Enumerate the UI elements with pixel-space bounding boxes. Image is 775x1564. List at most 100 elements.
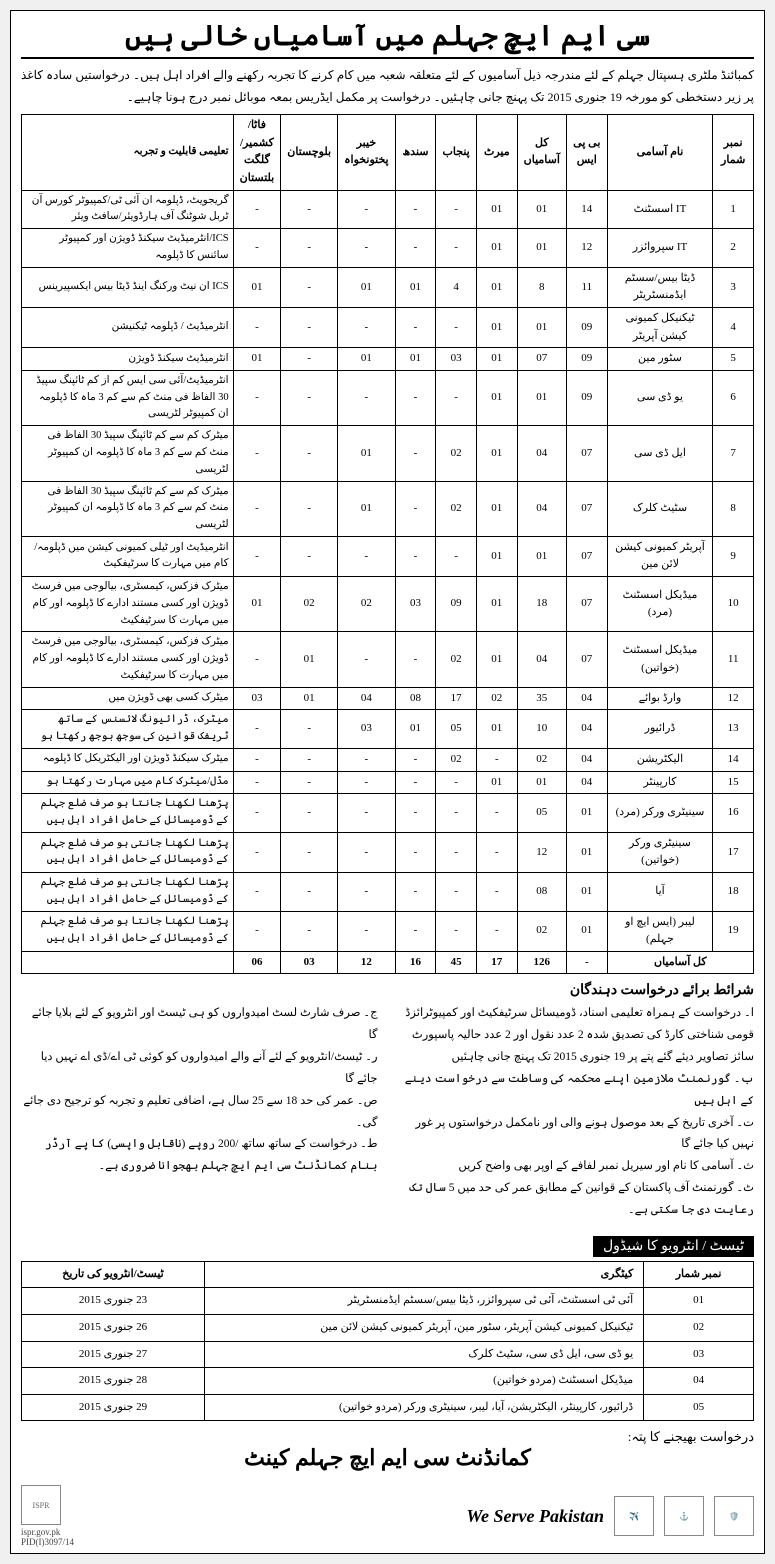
jobs-cell: -: [233, 911, 281, 951]
jobs-cell: -: [395, 749, 436, 772]
jobs-cell: 04: [338, 687, 396, 710]
address-block: درخواست بھیجنے کا پتہ: کمانڈنٹ سی ایم ای…: [21, 1429, 754, 1471]
jobs-cell: 7: [713, 426, 754, 481]
jobs-cell: 02: [436, 632, 477, 687]
sched-th: نمبر شمار: [644, 1261, 754, 1288]
jobs-cell: انٹرمیڈیٹ سیکنڈ ڈویژن: [22, 348, 234, 371]
jobs-th: بی پی ایس: [566, 115, 607, 190]
army-logo-icon: 🛡️: [714, 1496, 754, 1536]
jobs-cell: 01: [476, 370, 517, 425]
pid-number: PID(I)3097/14: [21, 1537, 74, 1547]
jobs-cell: -: [233, 794, 281, 833]
jobs-cell: -: [476, 832, 517, 872]
jobs-th: پنجاب: [436, 115, 477, 190]
jobs-row: 17سینیٹری ورکر (خواتین)0112------پڑھنا ل…: [22, 832, 754, 872]
jobs-cell: 12: [713, 687, 754, 710]
jobs-th: فاٹا/کشمیر/گلگت بلتستان: [233, 115, 281, 190]
jobs-cell: میٹرک سیکنڈ ڈویژن اور الیکٹریکل کا ڈپلوم…: [22, 749, 234, 772]
jobs-th: کل آسامیاں: [517, 115, 566, 190]
jobs-cell: -: [281, 536, 338, 576]
jobs-cell: 9: [713, 536, 754, 576]
jobs-cell: -: [436, 370, 477, 425]
jobs-cell: -: [436, 536, 477, 576]
jobs-cell: -: [436, 873, 477, 912]
jobs-row: 14الیکٹریشن0402-02----میٹرک سیکنڈ ڈویژن …: [22, 749, 754, 772]
footer-right: ISPR ispr.gov.pk PID(I)3097/14: [21, 1485, 74, 1547]
schedule-table: نمبر شمارکیٹگریٹیسٹ/انٹرویو کی تاریخ 01آ…: [21, 1261, 754, 1422]
jobs-cell: 03: [233, 687, 281, 710]
jobs-cell: 01: [517, 771, 566, 794]
jobs-cell: -: [233, 710, 281, 749]
jobs-cell: 01: [517, 370, 566, 425]
jobs-cell: ایل ڈی سی: [607, 426, 713, 481]
jobs-cell: -: [395, 229, 436, 268]
jobs-cell: 18: [713, 873, 754, 912]
jobs-cell: -: [395, 832, 436, 872]
term-item: ص۔ عمر کی حد 18 سے 25 سال ہے، اضافی تعلی…: [21, 1091, 378, 1135]
jobs-header-row: نمبر شمارنام آسامیبی پی ایسکل آسامیاںمیر…: [22, 115, 754, 190]
jobs-row: 18آیا0108------پڑھنا لکھنا جانتی ہو صرف …: [22, 873, 754, 912]
terms-block: ا۔ درخواست کے ہمراہ تعلیمی اسناد، ڈومیسا…: [21, 1003, 754, 1221]
jobs-cell: -: [395, 426, 436, 481]
address-label: درخواست بھیجنے کا پتہ:: [21, 1429, 754, 1445]
jobs-cell: -: [233, 307, 281, 347]
jobs-cell: میڈیکل اسسٹنٹ (مرد): [607, 577, 713, 632]
sched-cell: 27 جنوری 2015: [22, 1341, 205, 1368]
jobs-cell: 01: [517, 190, 566, 229]
jobs-row: 8سٹیٹ کلرک07040102-01--میٹرک کم سے کم ٹا…: [22, 481, 754, 536]
jobs-cell: 01: [233, 577, 281, 632]
jobs-cell: 16: [713, 794, 754, 833]
sched-th: کیٹگری: [205, 1261, 644, 1288]
jobs-cell: -: [395, 873, 436, 912]
jobs-cell: -: [281, 911, 338, 951]
jobs-cell: 01: [476, 771, 517, 794]
jobs-cell: -: [436, 190, 477, 229]
term-item: ج۔ صرف شارٹ لسٹ امیدواروں کو ہی ٹیسٹ اور…: [21, 1003, 378, 1047]
jobs-cell: سینیٹری ورکر (مرد): [607, 794, 713, 833]
jobs-cell: -: [281, 794, 338, 833]
jobs-cell: ICS ان نیٹ ورکنگ اینڈ ڈیٹا بیس ایکسپیرین…: [22, 267, 234, 307]
jobs-cell: 11: [566, 267, 607, 307]
jobs-cell: -: [338, 370, 396, 425]
jobs-cell: IT سپروائزر: [607, 229, 713, 268]
term-item: ب۔ گورنمنٹ ملازمین اپنے محکمہ کی وساطت س…: [398, 1069, 755, 1113]
jobs-cell: سٹیٹ کلرک: [607, 481, 713, 536]
jobs-row: 9آپریٹر کمیونی کیشن لائن مین070101-----ا…: [22, 536, 754, 576]
jobs-cell: -: [476, 873, 517, 912]
sched-row: 03یو ڈی سی، ایل ڈی سی، سٹیٹ کلرک27 جنوری…: [22, 1341, 754, 1368]
jobs-cell: 8: [713, 481, 754, 536]
schedule-header-row: نمبر شمارکیٹگریٹیسٹ/انٹرویو کی تاریخ: [22, 1261, 754, 1288]
total-cell: 06: [233, 951, 281, 974]
jobs-cell: -: [395, 911, 436, 951]
jobs-cell: 03: [338, 710, 396, 749]
jobs-cell: 04: [517, 426, 566, 481]
total-cell: 12: [338, 951, 396, 974]
jobs-row: 16سینیٹری ورکر (مرد)0105------پڑھنا لکھن…: [22, 794, 754, 833]
jobs-cell: -: [338, 229, 396, 268]
ispr-logo-icon: ISPR: [21, 1485, 61, 1525]
jobs-row: 7ایل ڈی سی07040102-01--میٹرک کم سے کم ٹا…: [22, 426, 754, 481]
address-main: کمانڈنٹ سی ایم ایچ جہلم کینٹ: [21, 1445, 754, 1471]
jobs-cell: -: [281, 348, 338, 371]
footer: 🛡️ ⚓ ✈️ We Serve Pakistan ISPR ispr.gov.…: [21, 1481, 754, 1547]
jobs-cell: 04: [566, 687, 607, 710]
jobs-row: 11میڈیکل اسسٹنٹ (خواتین)07040102--01-میٹ…: [22, 632, 754, 687]
jobs-cell: -: [338, 190, 396, 229]
sched-row: 01آئی ٹی اسسٹنٹ، آئی ٹی سپروائزر، ڈیٹا ب…: [22, 1288, 754, 1315]
jobs-row: 15کارپینٹر040101-----مڈل/میٹرک کام میں م…: [22, 771, 754, 794]
jobs-cell: 01: [233, 348, 281, 371]
sched-cell: آئی ٹی اسسٹنٹ، آئی ٹی سپروائزر، ڈیٹا بیس…: [205, 1288, 644, 1315]
jobs-cell: الیکٹریشن: [607, 749, 713, 772]
jobs-cell: 01: [566, 873, 607, 912]
sched-cell: 28 جنوری 2015: [22, 1368, 205, 1395]
jobs-cell: -: [338, 536, 396, 576]
jobs-table: نمبر شمارنام آسامیبی پی ایسکل آسامیاںمیر…: [21, 114, 754, 974]
jobs-cell: 10: [713, 577, 754, 632]
jobs-cell: گریجویٹ، ڈپلومہ ان آئی ٹی/کمپیوٹر کورس آ…: [22, 190, 234, 229]
job-ad-page: سی ایم ایچ جہلم میں آسامیاں خالی ہیں کمب…: [10, 10, 765, 1554]
jobs-cell: ڈرائیور: [607, 710, 713, 749]
term-item: ا۔ درخواست کے ہمراہ تعلیمی اسناد، ڈومیسا…: [398, 1003, 755, 1069]
jobs-cell: 04: [566, 771, 607, 794]
sched-row: 02ٹیکنیکل کمیونی کیشن آپریٹر، سٹور مین، …: [22, 1315, 754, 1342]
jobs-cell: -: [476, 794, 517, 833]
